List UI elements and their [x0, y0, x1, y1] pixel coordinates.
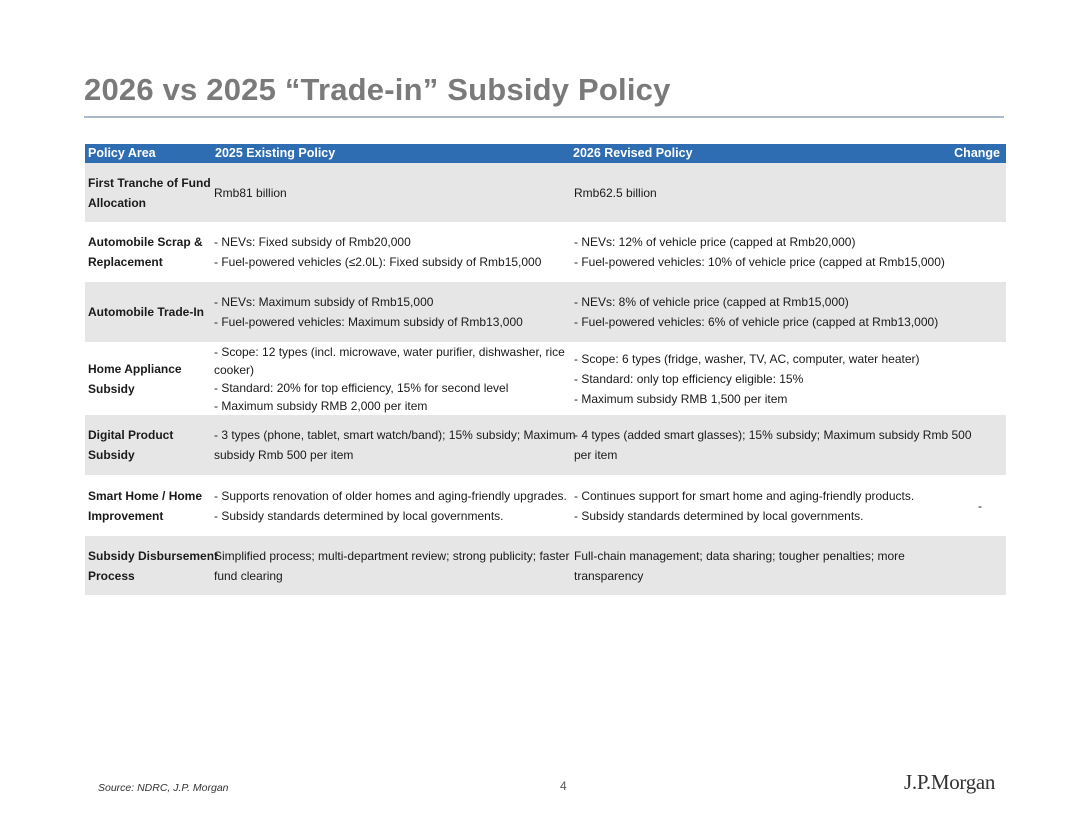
policy-2025-text: - Supports renovation of older homes and… [214, 488, 567, 503]
table-row: Automobile Trade-In - NEVs: Maximum subs… [85, 282, 1006, 342]
policy-area-cell: Digital Product Subsidy [85, 415, 212, 475]
table-row: Home Appliance Subsidy - Scope: 12 types… [85, 342, 1006, 415]
policy-2025-text: fund clearing [214, 568, 283, 583]
change-cell: - [978, 498, 982, 513]
policy-2025-text: - NEVs: Fixed subsidy of Rmb20,000 [214, 235, 411, 249]
policy-area-cell: Subsidy Disbursement Process [85, 536, 219, 595]
policy-2025-text: cooker) [214, 362, 255, 377]
policy-2026-cell: - NEVs: 12% of vehicle price (capped at … [570, 222, 950, 282]
policy-area-text: Smart Home / Home [88, 488, 203, 503]
policy-area-cell: Automobile Trade-In [85, 282, 212, 342]
policy-area-cell: Home Appliance Subsidy [85, 342, 212, 415]
table-row: Automobile Scrap & Replacement - NEVs: F… [85, 222, 1006, 282]
policy-area-text: Subsidy [88, 381, 135, 396]
table-row: First Tranche of Fund Allocation Rmb81 b… [85, 163, 1006, 222]
policy-area-text: Home Appliance [88, 361, 182, 376]
policy-2026-cell: Full-chain management; data sharing; tou… [570, 536, 950, 595]
policy-2026-cell: - NEVs: 8% of vehicle price (capped at R… [570, 282, 950, 342]
change-cell [950, 342, 1006, 415]
change-cell [950, 282, 1006, 342]
title-divider [84, 116, 1004, 118]
header-change: Change [954, 146, 1000, 160]
policy-2026-text: Full-chain management; data sharing; tou… [574, 548, 905, 563]
policy-area-cell: Smart Home / Home Improvement [85, 475, 212, 536]
header-2026-policy: 2026 Revised Policy [573, 146, 693, 160]
policy-2025-text: - Standard: 20% for top efficiency, 15% … [214, 380, 509, 395]
policy-area-text: Subsidy [88, 448, 135, 462]
policy-2026-text: - Scope: 6 types (fridge, washer, TV, AC… [574, 351, 920, 366]
header-policy-area: Policy Area [88, 146, 156, 160]
policy-2025-cell: - Supports renovation of older homes and… [212, 475, 570, 536]
policy-2025-cell: Simplified process; multi-department rev… [212, 536, 570, 595]
table-row: Smart Home / Home Improvement - Supports… [85, 475, 1006, 536]
policy-area-cell: Automobile Scrap & Replacement [85, 222, 212, 282]
policy-area-text: Process [88, 568, 135, 583]
policy-2025-cell: - NEVs: Maximum subsidy of Rmb15,000 - F… [212, 282, 570, 342]
policy-area-cell: First Tranche of Fund Allocation [85, 163, 212, 222]
policy-2025-text: Rmb81 billion [214, 185, 287, 200]
policy-area-text: Allocation [88, 195, 147, 210]
change-cell [950, 222, 1006, 282]
policy-2026-cell: - 4 types (added smart glasses); 15% sub… [570, 415, 972, 475]
policy-2026-text: - NEVs: 8% of vehicle price (capped at R… [574, 295, 849, 309]
policy-2025-cell: - NEVs: Fixed subsidy of Rmb20,000 - Fue… [212, 222, 570, 282]
policy-2025-text: - NEVs: Maximum subsidy of Rmb15,000 [214, 295, 434, 309]
policy-2026-cell: - Continues support for smart home and a… [570, 475, 950, 536]
policy-2026-text: - NEVs: 12% of vehicle price (capped at … [574, 235, 856, 249]
policy-2025-text: - Fuel-powered vehicles: Maximum subsidy… [214, 315, 523, 329]
source-note: Source: NDRC, J.P. Morgan [98, 782, 229, 794]
policy-area-text: Replacement [88, 255, 163, 269]
page-number: 4 [560, 779, 567, 793]
policy-2025-text: - Scope: 12 types (incl. microwave, wate… [214, 344, 565, 359]
policy-2026-text: - 4 types (added smart glasses); 15% sub… [574, 428, 972, 442]
policy-2025-cell: - 3 types (phone, tablet, smart watch/ba… [212, 415, 576, 475]
policy-area-text: First Tranche of Fund [88, 175, 211, 190]
policy-2025-cell: Rmb81 billion [212, 163, 570, 222]
policy-2026-text: - Continues support for smart home and a… [574, 488, 915, 503]
policy-area-text: Improvement [88, 508, 164, 523]
policy-2025-text: - Subsidy standards determined by local … [214, 508, 504, 523]
policy-2025-text: - Maximum subsidy RMB 2,000 per item [214, 398, 428, 413]
policy-2026-cell: - Scope: 6 types (fridge, washer, TV, AC… [570, 342, 950, 415]
policy-2026-text: - Standard: only top efficiency eligible… [574, 371, 804, 386]
policy-area-text: Subsidy Disbursement [88, 548, 219, 563]
jp-morgan-logo: J.P.Morgan [904, 770, 996, 794]
change-cell [950, 415, 1006, 475]
policy-2025-cell: - Scope: 12 types (incl. microwave, wate… [212, 342, 570, 415]
policy-2026-text: - Subsidy standards determined by local … [574, 508, 864, 523]
change-cell [950, 163, 1006, 222]
policy-2026-text: - Fuel-powered vehicles: 6% of vehicle p… [574, 315, 939, 329]
policy-2026-text: - Fuel-powered vehicles: 10% of vehicle … [574, 255, 945, 269]
policy-comparison-table: Policy Area 2025 Existing Policy 2026 Re… [85, 144, 1006, 595]
policy-2025-text: - Fuel-powered vehicles (≤2.0L): Fixed s… [214, 255, 542, 269]
policy-2026-text: per item [574, 448, 618, 462]
policy-2026-text: Rmb62.5 billion [574, 185, 657, 200]
policy-2026-cell: Rmb62.5 billion [570, 163, 950, 222]
policy-area-text: Digital Product [88, 428, 174, 442]
policy-2025-text: - 3 types (phone, tablet, smart watch/ba… [214, 428, 576, 442]
policy-area-text: Automobile Scrap & [88, 235, 203, 249]
page-title: 2026 vs 2025 “Trade-in” Subsidy Policy [84, 72, 671, 107]
header-2025-policy: 2025 Existing Policy [215, 146, 336, 160]
table-header-row: Policy Area 2025 Existing Policy 2026 Re… [85, 144, 1006, 163]
policy-2026-text: transparency [574, 568, 644, 583]
policy-2025-text: Simplified process; multi-department rev… [214, 548, 570, 563]
policy-2026-text: - Maximum subsidy RMB 1,500 per item [574, 391, 788, 406]
change-cell [950, 536, 1006, 595]
table-row: Subsidy Disbursement Process Simplified … [85, 536, 1006, 595]
policy-area-text: Automobile Trade-In [88, 305, 205, 319]
table-row: Digital Product Subsidy - 3 types (phone… [85, 415, 1006, 475]
policy-2025-text: subsidy Rmb 500 per item [214, 448, 354, 462]
